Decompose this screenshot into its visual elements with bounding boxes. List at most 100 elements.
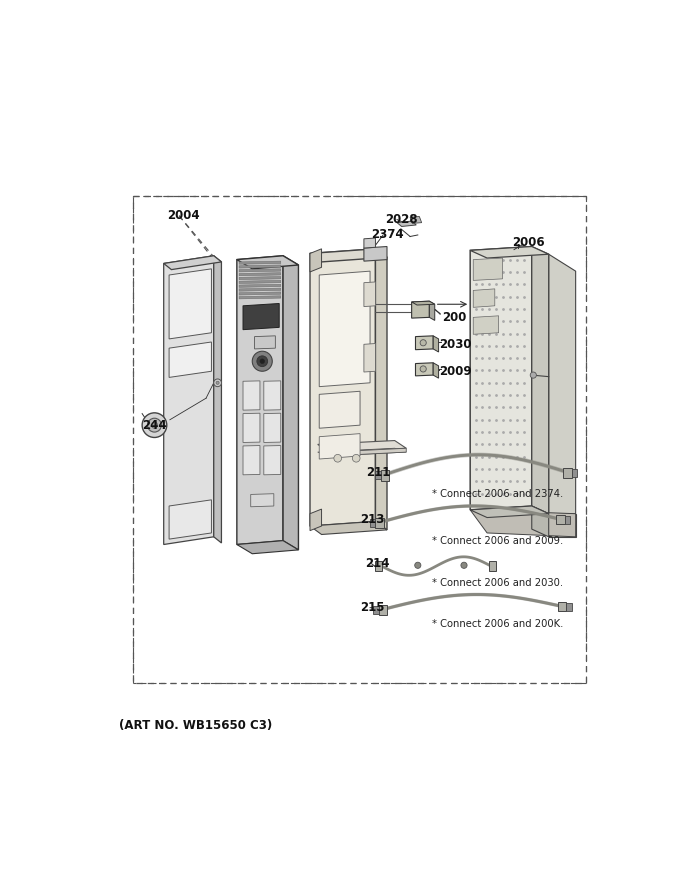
Polygon shape bbox=[364, 282, 375, 306]
Polygon shape bbox=[532, 506, 549, 537]
Polygon shape bbox=[381, 470, 390, 480]
Text: 2030: 2030 bbox=[439, 338, 472, 351]
Text: 2009: 2009 bbox=[439, 364, 472, 378]
Polygon shape bbox=[532, 246, 549, 514]
Circle shape bbox=[352, 454, 360, 462]
Polygon shape bbox=[239, 296, 281, 299]
Text: 215: 215 bbox=[360, 601, 385, 614]
Polygon shape bbox=[549, 514, 576, 537]
Text: 244: 244 bbox=[142, 419, 167, 432]
Polygon shape bbox=[558, 602, 566, 612]
Circle shape bbox=[216, 381, 219, 385]
Polygon shape bbox=[433, 363, 439, 378]
Text: 2028: 2028 bbox=[386, 213, 418, 226]
Polygon shape bbox=[364, 246, 387, 261]
Text: * Connect 2006 and 2374.: * Connect 2006 and 2374. bbox=[432, 489, 563, 500]
Polygon shape bbox=[415, 363, 433, 376]
Polygon shape bbox=[490, 561, 496, 571]
Polygon shape bbox=[370, 519, 375, 527]
Circle shape bbox=[252, 351, 272, 371]
Polygon shape bbox=[239, 261, 281, 264]
Polygon shape bbox=[264, 414, 281, 443]
Polygon shape bbox=[214, 256, 222, 543]
Polygon shape bbox=[379, 605, 387, 615]
Polygon shape bbox=[239, 284, 281, 287]
Text: 2374: 2374 bbox=[371, 229, 404, 241]
Circle shape bbox=[148, 418, 161, 432]
Circle shape bbox=[420, 366, 426, 372]
Polygon shape bbox=[239, 273, 281, 275]
Polygon shape bbox=[566, 603, 572, 611]
Polygon shape bbox=[169, 269, 211, 339]
Polygon shape bbox=[563, 468, 572, 478]
Polygon shape bbox=[364, 343, 375, 372]
Polygon shape bbox=[237, 256, 283, 545]
Circle shape bbox=[530, 372, 537, 378]
Polygon shape bbox=[473, 258, 503, 281]
Polygon shape bbox=[237, 540, 299, 554]
Polygon shape bbox=[429, 301, 435, 320]
Circle shape bbox=[152, 422, 158, 429]
Polygon shape bbox=[239, 288, 281, 291]
Polygon shape bbox=[264, 445, 281, 475]
Circle shape bbox=[260, 359, 265, 363]
Polygon shape bbox=[373, 606, 379, 614]
Polygon shape bbox=[410, 216, 422, 224]
Polygon shape bbox=[169, 342, 211, 378]
Polygon shape bbox=[283, 256, 299, 550]
Polygon shape bbox=[243, 381, 260, 410]
Polygon shape bbox=[556, 515, 565, 524]
Polygon shape bbox=[433, 336, 439, 352]
Polygon shape bbox=[239, 292, 281, 295]
Polygon shape bbox=[310, 521, 387, 534]
Circle shape bbox=[334, 454, 341, 462]
Polygon shape bbox=[549, 254, 576, 514]
Polygon shape bbox=[364, 238, 375, 248]
Polygon shape bbox=[375, 561, 381, 571]
Polygon shape bbox=[164, 256, 214, 545]
Polygon shape bbox=[319, 434, 360, 459]
Polygon shape bbox=[239, 265, 281, 268]
Circle shape bbox=[415, 562, 421, 568]
Text: * Connect 2006 and 2030.: * Connect 2006 and 2030. bbox=[432, 578, 563, 588]
Polygon shape bbox=[237, 256, 299, 269]
Circle shape bbox=[257, 356, 268, 367]
Circle shape bbox=[142, 413, 167, 437]
Text: (ART NO. WB15650 C3): (ART NO. WB15650 C3) bbox=[119, 719, 272, 732]
Polygon shape bbox=[243, 445, 260, 475]
Polygon shape bbox=[243, 414, 260, 443]
Polygon shape bbox=[473, 316, 498, 334]
Polygon shape bbox=[411, 301, 435, 305]
Polygon shape bbox=[319, 271, 370, 386]
Polygon shape bbox=[470, 246, 532, 510]
Polygon shape bbox=[470, 246, 549, 258]
Polygon shape bbox=[318, 448, 406, 456]
Polygon shape bbox=[254, 336, 275, 348]
Polygon shape bbox=[329, 448, 406, 456]
Polygon shape bbox=[164, 256, 222, 269]
Polygon shape bbox=[572, 469, 577, 477]
Text: 200: 200 bbox=[442, 311, 466, 324]
Text: 211: 211 bbox=[367, 466, 390, 479]
Polygon shape bbox=[319, 392, 360, 429]
Polygon shape bbox=[470, 510, 576, 537]
Polygon shape bbox=[239, 281, 281, 283]
Polygon shape bbox=[375, 249, 387, 530]
Text: 213: 213 bbox=[360, 513, 384, 526]
Polygon shape bbox=[239, 269, 281, 272]
Text: * Connect 2006 and 2009.: * Connect 2006 and 2009. bbox=[432, 536, 563, 546]
Polygon shape bbox=[243, 304, 279, 330]
Circle shape bbox=[420, 340, 426, 346]
Polygon shape bbox=[415, 336, 433, 349]
Polygon shape bbox=[470, 506, 549, 517]
Circle shape bbox=[214, 379, 222, 386]
Text: 2006: 2006 bbox=[512, 236, 545, 249]
Polygon shape bbox=[318, 441, 406, 452]
Polygon shape bbox=[310, 249, 387, 262]
Polygon shape bbox=[375, 517, 384, 528]
Polygon shape bbox=[375, 472, 381, 479]
Text: 214: 214 bbox=[364, 557, 389, 570]
Polygon shape bbox=[565, 516, 571, 524]
Polygon shape bbox=[169, 500, 211, 539]
Polygon shape bbox=[239, 276, 281, 280]
